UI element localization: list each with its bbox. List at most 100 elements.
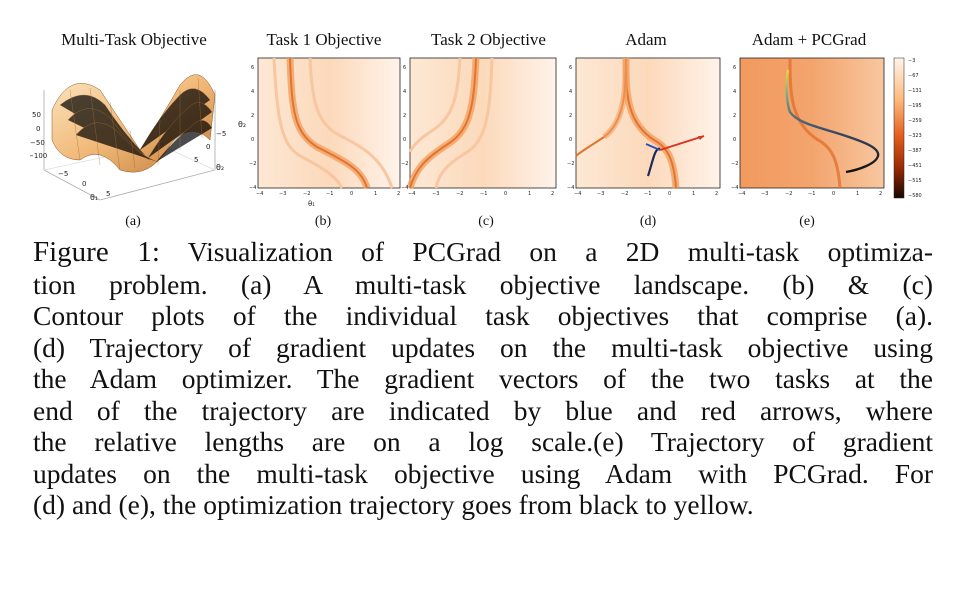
panel-a-label: (a) (125, 214, 141, 229)
plot-area (575, 57, 721, 189)
x-tick: −2 (621, 191, 628, 197)
x-tick: −1 (480, 191, 487, 197)
y-tick: 4 (251, 89, 254, 95)
panel-d-contour-plot: 6 4 2 0 −2 −4 −4 −3 −2 −1 0 1 2 (567, 57, 721, 197)
y-tick: 6 (733, 65, 736, 71)
x-tick: 0 (504, 191, 507, 197)
x-tick-labels: −4 −3 −2 −1 0 1 2 (574, 191, 718, 197)
panel-e-title: Adam + PCGrad (751, 30, 867, 49)
surface-tick-labels: 50 0 −50 −100 −5 0 5 −5 0 5 θ₁ θ₂ (30, 111, 226, 202)
y-tick: 0 (403, 137, 406, 143)
caption-line: tion problem. (a) A multi-task objective… (33, 268, 933, 300)
y-axis-label: θ₂ (216, 163, 224, 172)
y-tick-labels: 6 4 2 0 −2 −4 (731, 65, 738, 191)
y-tick-labels: 6 4 2 0 −2 −4 (567, 65, 574, 191)
x-tick: 1 (528, 191, 531, 197)
x-tick: −3 (597, 191, 604, 197)
x-tick: 2 (397, 191, 400, 197)
y-tick: 4 (733, 89, 736, 95)
plot-area (739, 57, 885, 189)
panel-d-label: (d) (639, 214, 657, 229)
x-tick: 0 (668, 191, 671, 197)
y-tick: 6 (403, 65, 406, 71)
colorbar-tick: −580 (908, 193, 922, 199)
x-tick: 0 (82, 180, 86, 188)
x-tick: 2 (551, 191, 554, 197)
optimization-trajectory (785, 69, 880, 174)
x-tick: 2 (879, 191, 882, 197)
y-tick: −4 (731, 185, 738, 191)
x-tick: −2 (303, 191, 310, 197)
x-tick: −3 (279, 191, 286, 197)
x-tick: 5 (106, 190, 110, 198)
colorbar-tick-labels: −3 −67 −131 −195 −259 −323 −387 −451 −51… (908, 58, 922, 199)
figure-caption: Figure 1: Visualization of PCGrad on a 2… (33, 236, 933, 521)
caption-line: end of the trajectory are indicated by b… (33, 394, 933, 426)
y-tick: 4 (569, 89, 572, 95)
colorbar-tick: −515 (908, 178, 922, 184)
x-tick: −1 (808, 191, 815, 197)
panel-c-contour-plot: 6 4 2 0 −2 −4 −4 −3 −2 −1 0 1 2 (401, 57, 557, 197)
x-tick: −2 (456, 191, 463, 197)
caption-line: the Adam optimizer. The gradient vectors… (33, 363, 933, 394)
colorbar (893, 57, 905, 199)
x-tick: 2 (715, 191, 718, 197)
y-tick: −2 (567, 161, 574, 167)
y-tick: −2 (401, 161, 408, 167)
y-tick: −4 (567, 185, 574, 191)
y-tick: 5 (194, 156, 198, 164)
colorbar-tick: −195 (908, 103, 922, 109)
x-tick: −4 (408, 191, 415, 197)
panel-c-label: (c) (478, 214, 494, 229)
y-tick: −4 (401, 185, 408, 191)
contour-line (788, 57, 842, 189)
contour-lines (406, 57, 494, 190)
caption-line: updates on the multi-task objective usin… (33, 457, 933, 489)
x-tick: −4 (256, 191, 263, 197)
x-tick: 1 (374, 191, 377, 197)
y-tick: 2 (251, 113, 254, 119)
contour-lines (575, 57, 680, 189)
x-tick: 1 (856, 191, 859, 197)
z-tick: −100 (30, 152, 47, 160)
x-tick-labels: −4 −3 −2 −1 0 1 2 (256, 191, 400, 197)
surface-mesh (51, 74, 216, 173)
panel-b-contour-plot: 6 4 2 0 −2 −4 θ₂ −4 −3 −2 −1 0 1 2 θ₁ (238, 57, 401, 208)
x-axis-label: θ₁ (90, 193, 98, 202)
panel-b-title: Task 1 Objective (266, 30, 382, 49)
y-tick: −2 (731, 161, 738, 167)
x-tick: 0 (350, 191, 353, 197)
x-tick: −4 (738, 191, 745, 197)
task-gradient-arrow-red (659, 135, 705, 151)
z-tick: 0 (36, 125, 40, 133)
x-tick: −1 (326, 191, 333, 197)
caption-line: (d) and (e), the optimization trajectory… (33, 489, 754, 520)
x-axis-label: θ₁ (308, 200, 315, 208)
y-tick: 0 (569, 137, 572, 143)
x-tick: −4 (574, 191, 581, 197)
y-axis-label: θ₂ (238, 120, 246, 129)
panel-d-title: Adam (625, 30, 667, 49)
colorbar-tick: −3 (908, 58, 915, 64)
y-tick: 6 (569, 65, 572, 71)
z-tick: 50 (32, 111, 41, 119)
task-gradient-arrow-blue (645, 143, 661, 151)
colorbar-tick: −323 (908, 133, 922, 139)
colorbar-tick: −131 (908, 88, 922, 94)
caption-line: Figure 1: Visualization of PCGrad on a 2… (33, 236, 933, 269)
y-tick: 6 (251, 65, 254, 71)
x-tick: −3 (761, 191, 768, 197)
x-tick-labels: −4 −3 −2 −1 0 1 2 (738, 191, 882, 197)
colorbar-tick: −387 (908, 148, 922, 154)
x-tick: 1 (692, 191, 695, 197)
panel-e-label: (e) (799, 214, 815, 229)
y-tick: 2 (569, 113, 572, 119)
panel-b-label: (b) (314, 214, 332, 229)
panel-e-contour-plot: 6 4 2 0 −2 −4 −4 −3 −2 −1 0 1 2 −3 −67 −… (731, 57, 922, 199)
x-tick: −2 (785, 191, 792, 197)
y-tick: 4 (403, 89, 406, 95)
y-tick: −4 (249, 185, 256, 191)
y-tick: 2 (403, 113, 406, 119)
arrow-head (698, 136, 704, 140)
caption-line: the relative lengths are on a log scale.… (33, 426, 933, 457)
